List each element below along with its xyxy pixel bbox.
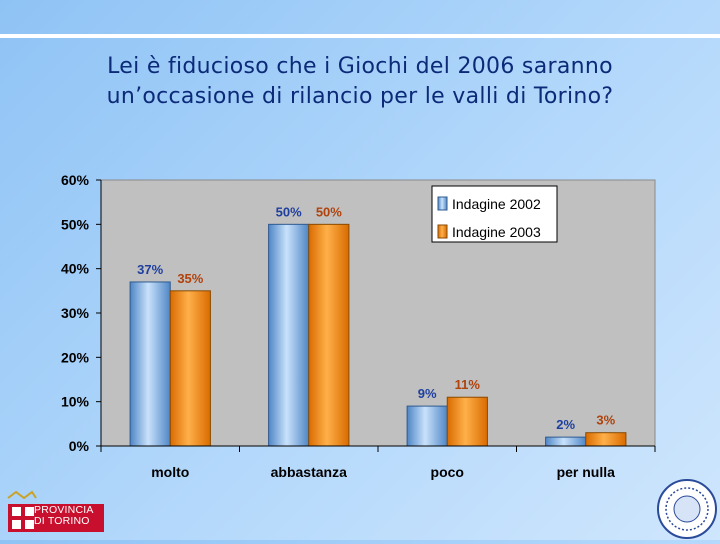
legend-label: Indagine 2003 — [452, 224, 541, 240]
legend-box — [431, 185, 558, 243]
data-label: 35% — [177, 271, 203, 286]
bar — [169, 290, 211, 447]
x-tick-label: per nulla — [557, 464, 616, 480]
y-tick-label: 50% — [61, 216, 90, 232]
y-tick-label: 40% — [61, 261, 90, 277]
bar — [129, 281, 171, 447]
data-label: 9% — [418, 386, 437, 401]
legend-swatch — [437, 196, 448, 211]
header-divider — [0, 34, 720, 38]
bar — [308, 223, 350, 447]
data-label: 3% — [596, 413, 615, 428]
legend-label: Indagine 2002 — [452, 196, 541, 212]
bar — [545, 436, 587, 447]
y-tick-label: 20% — [61, 349, 90, 365]
bar — [406, 405, 448, 447]
y-tick-label: 0% — [69, 438, 90, 454]
provincia-logo-text: PROVINCIA DI TORINO — [34, 504, 94, 527]
title-line-2: un’occasione di rilancio per le valli di… — [106, 84, 614, 109]
data-label: 50% — [316, 204, 342, 219]
slide-title: Lei è fiducioso che i Giochi del 2006 sa… — [0, 52, 720, 112]
data-label: 11% — [455, 377, 481, 392]
y-tick-label: 10% — [61, 394, 90, 410]
legend-swatch — [437, 224, 448, 239]
y-tick-label: 60% — [61, 172, 90, 188]
data-label: 37% — [137, 262, 163, 277]
y-tick-label: 30% — [61, 305, 90, 321]
bar — [585, 432, 627, 447]
seal-logo — [656, 478, 718, 540]
bar — [446, 396, 488, 447]
bar — [268, 223, 310, 447]
data-label: 50% — [276, 204, 302, 219]
x-tick-label: poco — [431, 464, 464, 480]
title-line-1: Lei è fiducioso che i Giochi del 2006 sa… — [107, 54, 613, 79]
x-tick-label: molto — [151, 464, 189, 480]
provincia-logo — [6, 488, 106, 534]
x-tick-label: abbastanza — [271, 464, 347, 480]
data-label: 2% — [556, 417, 575, 432]
